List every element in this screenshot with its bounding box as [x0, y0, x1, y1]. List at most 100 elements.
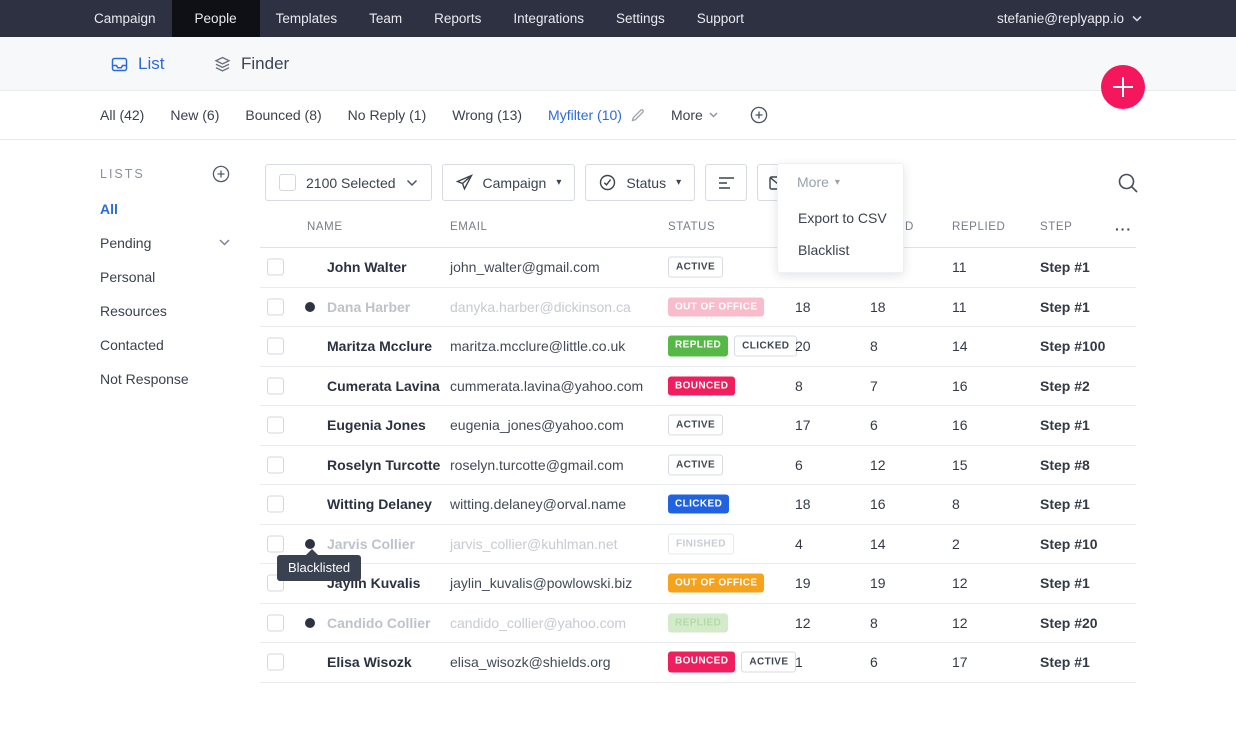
- blacklisted-dot-icon: [305, 617, 315, 628]
- status-badge: ACTIVE: [668, 414, 724, 436]
- status-badge: FINISHED: [668, 533, 734, 555]
- sidebar-item-contacted[interactable]: Contacted: [100, 337, 230, 353]
- account-email: stefanie@replyapp.io: [996, 11, 1124, 26]
- row-checkbox[interactable]: [267, 614, 284, 632]
- tab-list[interactable]: List: [110, 37, 164, 91]
- tab-list-label: List: [138, 54, 165, 73]
- stat-col-2: 6: [870, 654, 878, 671]
- add-filter-icon[interactable]: [750, 106, 768, 124]
- filter-tab-myfilter[interactable]: Myfilter (10): [548, 107, 645, 123]
- sidebar-item-label: Personal: [100, 268, 156, 285]
- filter-tab-bounced[interactable]: Bounced (8): [245, 107, 321, 123]
- top-nav: Campaign People Templates Team Reports Integr…: [0, 0, 1236, 37]
- row-checkbox[interactable]: [267, 456, 284, 474]
- search-button[interactable]: [1117, 170, 1143, 196]
- row-checkbox[interactable]: [267, 377, 284, 395]
- nav-item-campaign[interactable]: Campaign: [94, 11, 156, 26]
- status-badges: ACTIVE: [668, 454, 724, 476]
- replied-count: 2: [952, 535, 960, 552]
- sort-button[interactable]: [705, 164, 748, 201]
- filter-tab-no[interactable]: No Reply (1): [348, 107, 427, 123]
- blacklisted-tooltip: Blacklisted: [277, 549, 362, 581]
- replied-count: 12: [952, 614, 968, 631]
- stat-col-2: 14: [870, 535, 886, 552]
- step-value: Step #100: [1040, 338, 1106, 355]
- col-step: STEP: [1040, 221, 1073, 233]
- add-contact-fab[interactable]: [1101, 65, 1145, 109]
- filters-more-dropdown[interactable]: More: [671, 107, 718, 123]
- nav-item-reports[interactable]: Reports: [434, 11, 482, 26]
- sidebar-item-label: All: [100, 200, 118, 217]
- nav-item-people[interactable]: People: [171, 0, 260, 37]
- status-badge: OUT OF OFFICE: [668, 297, 765, 317]
- menu-item-export-to-csv[interactable]: Export to CSV: [798, 210, 887, 226]
- select-all-checkbox[interactable]: [279, 174, 296, 191]
- filter-label: No Reply (1): [347, 107, 427, 123]
- contact-name: Cumerata Lavina: [327, 377, 440, 394]
- contact-email: jarvis_collier@kuhlman.net: [450, 535, 618, 552]
- row-checkbox[interactable]: [267, 298, 284, 316]
- campaign-dropdown[interactable]: Campaign ▾: [441, 164, 576, 201]
- menu-item-blacklist[interactable]: Blacklist: [798, 242, 850, 258]
- sidebar-item-resources[interactable]: Resources: [100, 303, 230, 319]
- lists-title: LISTS: [100, 167, 145, 181]
- row-checkbox[interactable]: [267, 495, 284, 513]
- step-value: Step #2: [1040, 377, 1090, 394]
- row-checkbox[interactable]: [267, 258, 284, 276]
- account-menu[interactable]: stefanie@replyapp.io: [997, 0, 1142, 37]
- status-dropdown[interactable]: Status ▾: [585, 164, 696, 201]
- tab-finder[interactable]: Finder: [213, 37, 289, 91]
- nav-item-templates[interactable]: Templates: [275, 11, 338, 26]
- people-table: NAME EMAIL STATUS D REPLIED STEP ··· Joh…: [260, 215, 1136, 683]
- caret-down-icon: ▾: [834, 176, 840, 188]
- chevron-down-icon[interactable]: [219, 239, 230, 246]
- table-row: Elisa Wisozk elisa_wisozk@shields.org BOUN…: [260, 643, 1136, 683]
- replied-count: 11: [952, 259, 967, 276]
- contact-name: Roselyn Turcotte: [327, 456, 441, 473]
- replied-count: 16: [952, 377, 968, 394]
- nav-item-integrations[interactable]: Integrations: [513, 11, 584, 26]
- col-hidden-partial: D: [905, 221, 914, 233]
- tooltip-text: Blacklisted: [288, 560, 351, 575]
- stat-col-2: 19: [870, 575, 886, 592]
- status-label: Status: [626, 174, 667, 191]
- selection-dropdown[interactable]: 2100 Selected: [265, 164, 432, 201]
- columns-menu-icon[interactable]: ···: [1115, 221, 1132, 237]
- contact-email: eugenia_jones@yahoo.com: [450, 417, 624, 434]
- filter-label: Wrong (13): [452, 107, 523, 123]
- filter-tab-all[interactable]: All (42): [100, 107, 144, 123]
- row-checkbox[interactable]: [267, 653, 284, 671]
- filter-label: All (42): [100, 107, 145, 123]
- col-replied: REPLIED: [952, 221, 1006, 233]
- more-dropdown-trigger[interactable]: More ▾: [797, 174, 840, 190]
- table-row: Eugenia Jones eugenia_jones@yahoo.com ACTI…: [260, 406, 1136, 446]
- row-checkbox[interactable]: [267, 535, 284, 553]
- contact-email: maritza.mcclure@little.co.uk: [450, 338, 626, 355]
- status-badge: BOUNCED: [668, 376, 736, 396]
- nav-item-team[interactable]: Team: [369, 11, 403, 26]
- chevron-down-icon: [709, 112, 718, 118]
- step-value: Step #1: [1040, 417, 1090, 434]
- stat-col-2: 6: [870, 417, 878, 434]
- filter-tab-new[interactable]: New (6): [170, 107, 219, 123]
- lists-sidebar: LISTS All Pending Personal Resources Contact…: [100, 165, 230, 405]
- pencil-icon[interactable]: [631, 108, 645, 122]
- sidebar-item-all[interactable]: All: [100, 200, 230, 217]
- add-list-icon[interactable]: [212, 165, 230, 183]
- sidebar-item-personal[interactable]: Personal: [100, 268, 230, 285]
- table-row: Jaylin Kuvalis jaylin_kuvalis@powlowski.b…: [260, 564, 1136, 604]
- status-badges: OUT OF OFFICE: [668, 573, 765, 593]
- filter-tab-wrong[interactable]: Wrong (13): [452, 107, 522, 123]
- stat-col-1: 12: [795, 614, 811, 631]
- nav-item-settings[interactable]: Settings: [615, 11, 665, 26]
- row-checkbox[interactable]: [267, 337, 284, 355]
- status-badge: ACTIVE: [668, 256, 724, 278]
- row-checkbox[interactable]: [267, 416, 284, 434]
- send-icon: [455, 174, 473, 191]
- sidebar-item-not-response[interactable]: Not Response: [100, 371, 230, 387]
- nav-item-support[interactable]: Support: [696, 11, 745, 26]
- contact-name: Elisa Wisozk: [327, 654, 412, 671]
- sidebar-item-pending[interactable]: Pending: [100, 235, 230, 251]
- step-value: Step #20: [1040, 614, 1098, 631]
- replied-count: 17: [952, 654, 968, 671]
